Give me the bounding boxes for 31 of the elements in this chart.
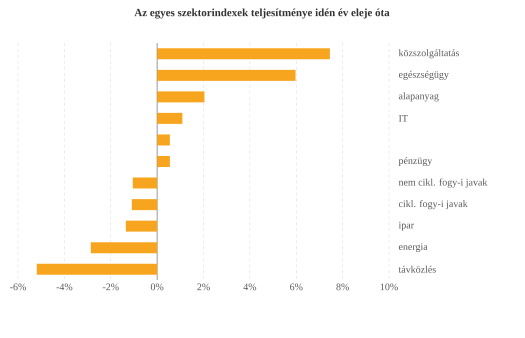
x-tick-label: 10% — [380, 284, 398, 290]
y-tick-label: energia — [398, 243, 428, 252]
y-tick-label: IT — [398, 115, 408, 122]
bar — [157, 48, 330, 60]
bar — [90, 242, 158, 254]
x-tick-label: 0% — [150, 284, 164, 290]
x-tick-label: 2% — [197, 284, 210, 290]
y-tick-label: közszolgáltatás — [398, 49, 460, 58]
bar — [36, 264, 158, 275]
bar — [157, 70, 296, 81]
y-tick-label: cikl. fogy-i javak — [398, 200, 468, 210]
bar — [126, 220, 158, 232]
bar — [157, 91, 204, 102]
y-tick-label: távközlés — [398, 266, 436, 273]
bar — [132, 199, 158, 210]
bar — [157, 156, 170, 168]
x-tick-label: 8% — [336, 284, 349, 290]
x-tick-label: 6% — [290, 284, 303, 290]
bar — [132, 178, 158, 189]
bar — [157, 112, 182, 124]
x-tick-label: -6% — [10, 284, 26, 290]
chart-title: Az egyes szektorindexek teljesítménye idén év eleje óta — [134, 8, 390, 19]
x-tick-label: -2% — [102, 284, 119, 290]
y-tick-label: nem cikl. fogy-i javak — [398, 178, 488, 188]
y-tick-label: ipar — [398, 222, 414, 231]
x-tick-label: 4% — [243, 284, 256, 290]
bar — [157, 134, 170, 146]
y-tick-label: pénzügy — [398, 156, 432, 166]
x-tick-label: -4% — [56, 284, 72, 290]
y-tick-label: alapanyag — [398, 92, 439, 102]
y-tick-label: egészségügy — [398, 70, 449, 80]
